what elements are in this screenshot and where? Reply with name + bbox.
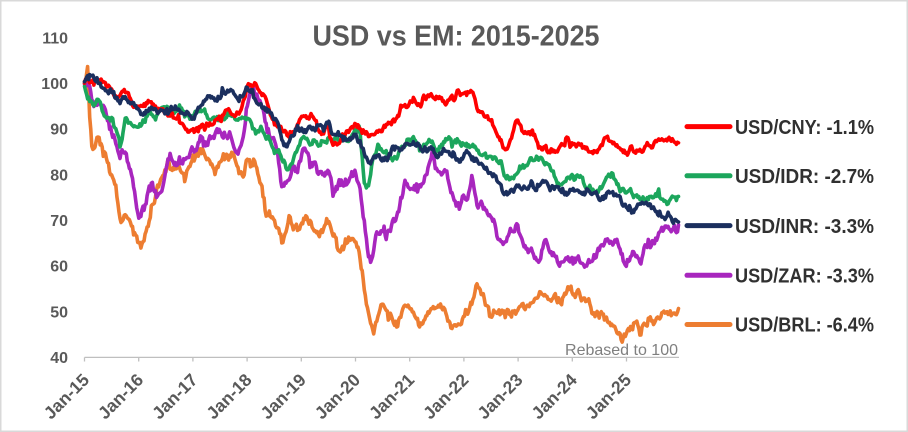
svg-text:USD/INR: -3.3%: USD/INR: -3.3%: [735, 216, 874, 238]
svg-text:USD/IDR: -2.7%: USD/IDR: -2.7%: [735, 166, 874, 188]
svg-text:Rebased to 100: Rebased to 100: [565, 342, 678, 359]
svg-text:80: 80: [50, 167, 68, 184]
svg-text:90: 90: [50, 122, 68, 139]
svg-text:USD vs EM: 2015-2025: USD vs EM: 2015-2025: [313, 21, 600, 53]
svg-text:50: 50: [50, 304, 68, 321]
svg-text:40: 40: [50, 350, 68, 367]
svg-text:USD/CNY: -1.1%: USD/CNY: -1.1%: [735, 117, 874, 139]
svg-text:USD/ZAR: -3.3%: USD/ZAR: -3.3%: [735, 266, 874, 288]
svg-text:110: 110: [42, 30, 68, 47]
svg-text:70: 70: [50, 213, 68, 230]
svg-text:100: 100: [41, 76, 68, 93]
svg-text:60: 60: [50, 259, 68, 276]
svg-text:USD/BRL: -6.4%: USD/BRL: -6.4%: [735, 315, 874, 337]
